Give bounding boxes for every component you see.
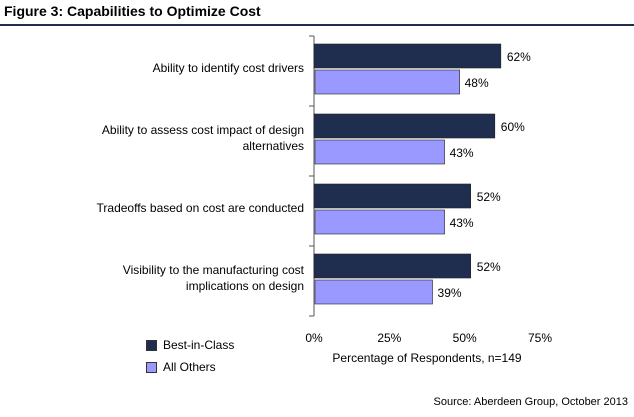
legend-swatch-all-others (146, 361, 157, 373)
bar-best-in-class (313, 183, 471, 209)
x-tick-label: 0% (305, 331, 323, 345)
data-label: 43% (450, 146, 474, 160)
category-label-line: alternatives (243, 139, 304, 153)
bar-all-others (314, 139, 445, 165)
source-note: Source: Aberdeen Group, October 2013 (433, 396, 628, 408)
x-tick-label: 25% (377, 331, 401, 345)
data-label: 62% (507, 50, 531, 64)
category-label: Ability to identify cost drivers (153, 61, 304, 75)
category-label-line: Visibility to the manufacturing cost (123, 263, 305, 277)
data-label: 52% (477, 260, 501, 274)
data-label: 48% (465, 76, 489, 90)
figure-title: Figure 3: Capabilities to Optimize Cost (4, 3, 261, 19)
legend-item-best-in-class: Best-in-Class (146, 334, 234, 356)
bar-all-others (314, 279, 433, 305)
x-tick-label: 75% (528, 331, 552, 345)
category-label: Ability to assess cost impact of design a… (102, 123, 304, 153)
bar-chart: Ability to identify cost drivers 62% 48% Ab… (97, 35, 552, 365)
category-label-line: Ability to identify cost drivers (153, 61, 304, 75)
legend-label-best-in-class: Best-in-Class (163, 338, 235, 352)
category-label-line: Ability to assess cost impact of design (102, 123, 304, 137)
category-label-line: Tradeoffs based on cost are conducted (97, 201, 304, 215)
data-label: 39% (438, 286, 462, 300)
legend-label-all-others: All Others (163, 360, 216, 374)
data-label: 43% (450, 216, 474, 230)
bar-best-in-class (313, 113, 496, 139)
legend-swatch-best-in-class (146, 339, 157, 351)
data-label: 52% (477, 190, 501, 204)
category-label: Tradeoffs based on cost are conducted (97, 201, 304, 215)
bar-all-others (314, 209, 445, 235)
category-label-line: implications on design (186, 279, 304, 293)
bar-best-in-class (313, 253, 471, 279)
bar-all-others (314, 69, 460, 95)
data-label: 60% (501, 120, 525, 134)
category-label: Visibility to the manufacturing cost impl… (123, 263, 305, 293)
bar-best-in-class (313, 43, 502, 69)
legend-item-all-others: All Others (146, 356, 234, 378)
x-axis-label: Percentage of Respondents, n=149 (332, 351, 521, 365)
title-rule (0, 24, 634, 26)
legend: Best-in-Class All Others (146, 334, 234, 378)
x-tick-label: 50% (453, 331, 477, 345)
